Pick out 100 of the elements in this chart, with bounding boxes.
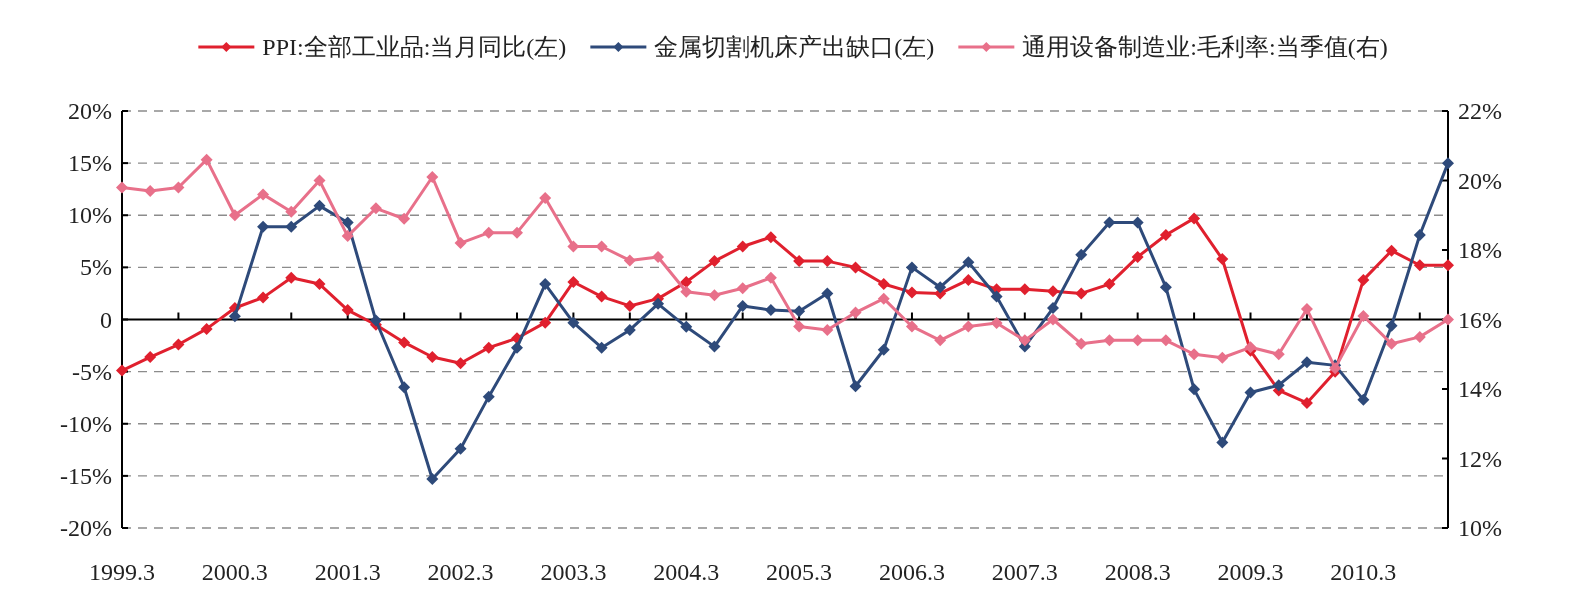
y-tick-label: -10% <box>60 410 113 437</box>
point <box>905 261 918 274</box>
point <box>934 281 947 294</box>
point <box>764 304 777 317</box>
point <box>1357 273 1370 286</box>
point <box>793 305 806 318</box>
point <box>313 199 326 212</box>
point <box>1159 281 1172 294</box>
point <box>821 255 834 268</box>
point <box>1216 253 1229 266</box>
point <box>934 334 947 347</box>
point <box>1188 212 1201 225</box>
point <box>313 174 326 187</box>
point <box>144 184 157 197</box>
point <box>1075 337 1088 350</box>
point <box>623 254 636 267</box>
point <box>172 338 185 351</box>
point <box>1357 393 1370 406</box>
point <box>1385 337 1398 350</box>
point <box>1442 157 1454 170</box>
point <box>313 278 326 291</box>
point <box>1385 244 1398 257</box>
y-tick-label: 0 <box>100 306 112 333</box>
point <box>962 320 975 333</box>
point <box>652 250 665 263</box>
point <box>426 171 439 184</box>
point <box>1300 303 1313 316</box>
point <box>454 237 467 250</box>
point <box>623 299 636 312</box>
point <box>990 316 1003 329</box>
y-tick-label: -5% <box>72 358 113 385</box>
point <box>736 299 749 312</box>
legend-label: 金属切割机床产出缺口(左) <box>654 34 935 60</box>
point <box>200 153 213 166</box>
point <box>172 181 185 194</box>
point <box>1413 259 1426 272</box>
legend-label: PPI:全部工业品:当月同比(左) <box>262 34 567 60</box>
point <box>1413 330 1426 343</box>
point <box>1244 386 1257 399</box>
point <box>736 282 749 295</box>
point <box>539 191 552 204</box>
point <box>228 209 241 222</box>
point <box>1047 313 1060 326</box>
point <box>144 351 157 364</box>
point <box>1075 287 1088 300</box>
x-tick-label: 2003.3 <box>540 559 607 585</box>
point <box>877 292 890 305</box>
point <box>285 271 298 284</box>
x-tick-label: 2005.3 <box>766 559 833 585</box>
point <box>257 188 270 201</box>
point <box>369 314 382 327</box>
y2-tick-label: 14% <box>1458 376 1502 402</box>
y2-tick-label: 18% <box>1458 237 1502 263</box>
point <box>1188 383 1201 396</box>
point <box>1216 436 1229 449</box>
point <box>1413 229 1426 242</box>
point <box>1103 278 1116 291</box>
point <box>623 323 636 336</box>
point <box>454 442 467 455</box>
point <box>1047 285 1060 298</box>
point <box>482 341 495 354</box>
point <box>1131 334 1144 347</box>
point <box>595 341 608 354</box>
point <box>736 240 749 253</box>
point <box>680 275 693 288</box>
point <box>341 230 354 243</box>
point <box>821 287 834 300</box>
y2-tick-label: 10% <box>1458 515 1502 541</box>
x-tick-label: 2006.3 <box>878 559 945 585</box>
x-tick-label: 2004.3 <box>653 559 720 585</box>
point <box>398 212 411 225</box>
y-tick-label: 5% <box>80 254 112 281</box>
point <box>821 323 834 336</box>
point <box>285 220 298 233</box>
point <box>990 290 1003 303</box>
point <box>426 351 439 364</box>
point <box>708 255 721 268</box>
point <box>764 271 777 284</box>
point <box>652 297 665 310</box>
point <box>398 381 411 394</box>
x-tick-label: 2010.3 <box>1330 559 1397 585</box>
point <box>764 231 777 244</box>
x-tick-label: 2007.3 <box>991 559 1058 585</box>
point <box>1442 313 1454 326</box>
point <box>200 322 213 335</box>
y-tick-label: 15% <box>68 150 112 177</box>
point <box>708 340 721 353</box>
y2-tick-label: 16% <box>1458 306 1502 333</box>
point <box>1300 356 1313 369</box>
point <box>595 290 608 303</box>
point <box>1188 348 1201 361</box>
point <box>539 278 552 291</box>
point <box>849 380 862 393</box>
point <box>1272 348 1285 361</box>
point <box>1357 310 1370 323</box>
point <box>962 273 975 286</box>
x-tick-label: 2000.3 <box>201 559 268 585</box>
point <box>341 304 354 317</box>
point <box>1103 334 1116 347</box>
y-tick-label: 20% <box>68 98 112 124</box>
